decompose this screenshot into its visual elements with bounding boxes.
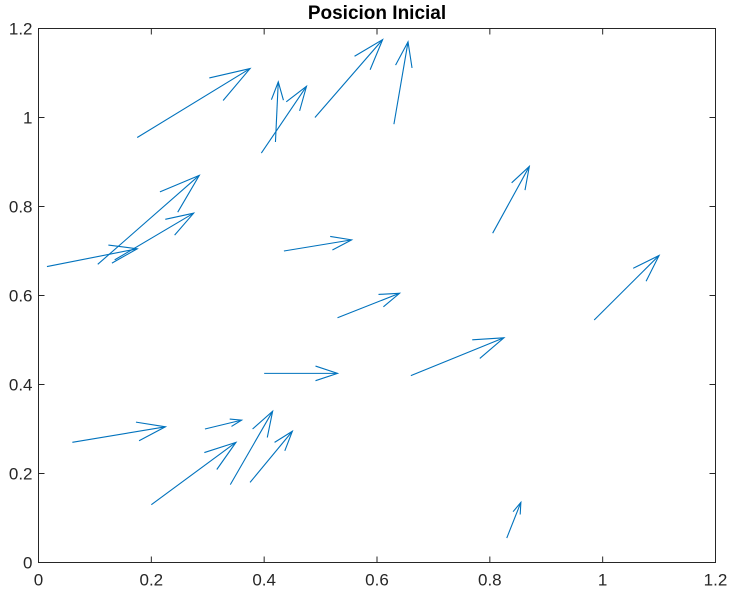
arrow-shaft — [97, 174, 200, 265]
x-axis: 0 0.2 0.4 0.6 0.8 1 1.2 — [34, 28, 728, 590]
arrow-shaft — [410, 337, 505, 377]
arrow-shaft — [314, 39, 384, 118]
arrow-head — [354, 38, 384, 70]
quiver-arrow — [151, 441, 238, 506]
quiver-arrow — [46, 244, 139, 268]
x-tick-label: 1.2 — [704, 571, 728, 590]
quiver-arrow — [393, 40, 413, 125]
vector-field — [46, 38, 661, 539]
arrow-shaft — [136, 68, 251, 138]
y-axis: 0 0.2 0.4 0.6 0.8 1 1.2 — [9, 20, 716, 573]
arrow-head — [511, 164, 531, 191]
arrow-head — [252, 409, 274, 438]
arrow-head — [209, 67, 252, 101]
arrow-head — [108, 244, 139, 264]
quiver-arrow — [506, 500, 522, 539]
arrow-head — [274, 429, 294, 452]
arrow-head — [512, 500, 522, 515]
arrow-shaft — [114, 212, 194, 261]
arrow-head — [165, 212, 196, 236]
quiver-arrow — [72, 421, 168, 443]
x-tick-label: 0.8 — [478, 571, 502, 590]
arrow-head — [285, 84, 308, 112]
quiver-arrow — [249, 429, 294, 483]
arrow-shaft — [72, 426, 166, 443]
chart-title: Posicion Inicial — [308, 3, 446, 24]
quiver-arrow — [264, 365, 340, 382]
quiver-arrow — [270, 80, 284, 143]
quiver-arrow — [229, 409, 274, 485]
arrow-shaft — [249, 430, 293, 483]
arrow-shaft — [260, 86, 307, 154]
quiver-arrow — [204, 418, 244, 430]
arrow-shaft — [204, 419, 242, 430]
quiver-arrow — [114, 212, 196, 261]
quiver-arrow — [410, 337, 506, 377]
y-tick-label: 0.6 — [9, 287, 33, 306]
arrow-head — [229, 418, 244, 427]
y-tick-label: 0 — [23, 554, 32, 573]
quiver-arrow — [314, 38, 384, 118]
x-tick-label: 0 — [34, 571, 43, 590]
arrow-head — [270, 80, 284, 101]
x-tick-label: 0.6 — [365, 571, 389, 590]
y-tick-label: 1 — [23, 109, 32, 128]
arrow-head — [330, 235, 354, 251]
quiver-arrow — [593, 254, 661, 321]
arrow-shaft — [283, 239, 352, 252]
quiver-arrow — [337, 292, 402, 319]
arrow-shaft — [337, 292, 400, 319]
x-tick-label: 1 — [598, 571, 607, 590]
quiver-arrow — [260, 84, 308, 154]
arrow-shaft — [393, 41, 409, 125]
arrow-head — [135, 421, 168, 442]
y-tick-label: 0.8 — [9, 198, 33, 217]
arrow-shaft — [151, 441, 237, 506]
arrow-shaft — [492, 166, 530, 234]
arrow-head — [315, 365, 340, 382]
arrow-head — [204, 441, 238, 470]
y-tick-label: 0.4 — [9, 376, 33, 395]
arrow-shaft — [593, 255, 660, 321]
arrow-head — [395, 40, 413, 69]
arrow-head — [159, 174, 201, 213]
arrow-shaft — [229, 410, 274, 485]
axes-box — [38, 28, 716, 563]
quiver-arrow — [97, 174, 201, 265]
arrow-head — [378, 292, 402, 308]
arrow-shaft — [46, 248, 138, 268]
arrow-head — [632, 254, 661, 282]
quiver-arrow — [492, 164, 531, 234]
quiver-arrow — [136, 67, 252, 138]
x-tick-label: 0.4 — [252, 571, 276, 590]
y-tick-label: 1.2 — [9, 20, 33, 39]
y-tick-label: 0.2 — [9, 465, 33, 484]
arrow-head — [472, 337, 506, 359]
arrow-shaft — [274, 81, 279, 143]
quiver-arrow — [283, 235, 354, 252]
arrow-shaft — [506, 502, 522, 539]
x-tick-label: 0.2 — [140, 571, 164, 590]
